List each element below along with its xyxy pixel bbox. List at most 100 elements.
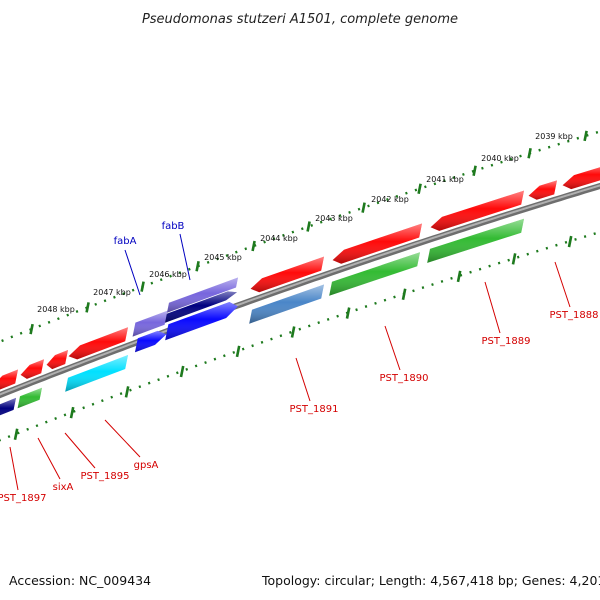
inner-major-tick xyxy=(179,365,185,378)
kbp-label-2042: 2042 kbp xyxy=(371,195,409,204)
topology-text: Topology: circular; Length: 4,567,418 bp… xyxy=(262,573,600,588)
inner-major-tick xyxy=(401,288,407,301)
kbp-label-2040: 2040 kbp xyxy=(481,154,519,163)
gene-red-edge xyxy=(562,167,600,190)
kbp-label-2046: 2046 kbp xyxy=(149,270,187,279)
outer-major-tick xyxy=(583,130,588,142)
gene-sixA xyxy=(20,359,44,379)
gene-label-PST_1891[interactable]: PST_1891 xyxy=(290,404,339,415)
gene-green-2-shade xyxy=(427,218,524,263)
gene-green-1-shade xyxy=(329,252,420,296)
accession-text: Accession: NC_009434 xyxy=(9,573,152,588)
inner-major-tick xyxy=(567,235,573,248)
inner-major-tick xyxy=(511,253,517,265)
gene-label-fabA[interactable]: fabA xyxy=(114,236,137,247)
inner-major-tick xyxy=(13,428,19,441)
gene-PST_1889-shade xyxy=(430,190,524,231)
outer-major-tick xyxy=(195,260,200,272)
gene-fabB-shade xyxy=(165,291,237,323)
outer-major-tick xyxy=(417,183,422,195)
outer-major-tick xyxy=(472,165,477,177)
gene-steel xyxy=(249,284,324,324)
gene-PST_1895-shade xyxy=(46,350,68,370)
gene-PST_1897 xyxy=(0,369,18,390)
connector-PST_1897 xyxy=(9,446,19,491)
gene-navy-edge xyxy=(0,397,16,416)
gene-fabA-shade xyxy=(132,310,168,337)
gene-PST_1891 xyxy=(250,256,324,293)
gene-label-sixA[interactable]: sixA xyxy=(53,482,74,493)
gene-features xyxy=(0,167,600,416)
gene-label-PST_1895[interactable]: PST_1895 xyxy=(81,471,130,482)
inner-major-tick xyxy=(290,326,296,338)
kbp-label-2041: 2041 kbp xyxy=(426,175,464,184)
connector-PST_1889 xyxy=(484,281,501,334)
connector-PST_1890 xyxy=(384,325,401,371)
outer-major-tick xyxy=(85,302,90,313)
position-labels: 2039 kbp 2040 kbp 2041 kbp 2042 kbp 2043… xyxy=(37,132,573,314)
tick-rings xyxy=(0,130,600,442)
gene-green-2 xyxy=(427,218,524,263)
gene-green-small-shade xyxy=(17,387,42,409)
gene-sixA-shade xyxy=(20,359,44,379)
kbp-label-2047: 2047 kbp xyxy=(93,288,131,297)
backbone-shadow xyxy=(0,182,600,399)
kbp-label-2044: 2044 kbp xyxy=(260,234,298,243)
gene-blue-1-shade xyxy=(135,330,167,353)
outer-major-tick xyxy=(140,281,145,292)
gene-fabA xyxy=(132,310,168,337)
outer-major-tick xyxy=(527,148,532,159)
gene-PST_1890-shade xyxy=(332,223,422,264)
inner-major-tick xyxy=(124,386,130,398)
kbp-label-2039: 2039 kbp xyxy=(535,132,573,141)
gene-label-PST_1888[interactable]: PST_1888 xyxy=(550,310,599,321)
gene-steel-shade xyxy=(249,284,324,324)
gene-fabB-top xyxy=(167,277,238,313)
gene-PST_1895 xyxy=(46,350,68,370)
gene-gpsA xyxy=(68,327,128,360)
gene-PST_1888-shade xyxy=(528,180,557,200)
gene-cyan xyxy=(65,355,128,392)
gene-blue-1 xyxy=(135,330,167,353)
gene-fabB xyxy=(165,291,237,323)
gene-green-small xyxy=(17,387,42,409)
gene-label-PST_1897[interactable]: PST_1897 xyxy=(0,493,46,504)
gene-PST_1888 xyxy=(528,180,557,200)
gene-PST_1889 xyxy=(430,190,524,231)
inner-major-tick xyxy=(345,307,351,319)
inner-major-tick xyxy=(456,270,462,283)
outer-major-tick xyxy=(361,202,366,213)
gene-gpsA-shade xyxy=(68,327,128,360)
connector-sixA xyxy=(37,437,61,480)
connector-gpsA xyxy=(104,419,141,458)
connector-PST_1888 xyxy=(554,261,571,308)
inner-major-tick xyxy=(235,345,241,358)
gene-label-gpsA[interactable]: gpsA xyxy=(134,460,159,471)
kbp-label-2048: 2048 kbp xyxy=(37,305,75,314)
outer-major-tick xyxy=(306,221,311,232)
gene-label-fabB[interactable]: fabB xyxy=(162,221,185,232)
gene-labels: fabA fabB PST_1888 PST_1889 PST_1890 PST… xyxy=(0,221,598,504)
gene-green-1 xyxy=(329,252,420,296)
outer-major-tick xyxy=(251,240,256,252)
kbp-label-2043: 2043 kbp xyxy=(315,214,353,223)
map-title: Pseudomonas stutzeri A1501, complete gen… xyxy=(142,12,458,27)
connector-fabA xyxy=(124,249,141,296)
backbone-highlight xyxy=(0,184,600,396)
gene-PST_1897-shade xyxy=(0,369,18,390)
gene-label-PST_1889[interactable]: PST_1889 xyxy=(482,336,531,347)
gene-cyan-shade xyxy=(65,355,128,392)
outer-major-tick xyxy=(29,323,34,335)
outer-tick-ring xyxy=(1,130,600,343)
gene-red-edge-shade xyxy=(562,167,600,190)
gene-label-PST_1890[interactable]: PST_1890 xyxy=(380,373,429,384)
kbp-label-2045: 2045 kbp xyxy=(204,253,242,262)
inner-major-tick xyxy=(69,406,75,419)
connector-PST_1891 xyxy=(295,357,311,402)
gene-blue-2-shade xyxy=(165,302,238,341)
connector-fabB xyxy=(179,233,191,281)
gene-blue-2 xyxy=(165,302,238,341)
gene-PST_1890 xyxy=(332,223,422,264)
gene-PST_1891-shade xyxy=(250,256,324,293)
